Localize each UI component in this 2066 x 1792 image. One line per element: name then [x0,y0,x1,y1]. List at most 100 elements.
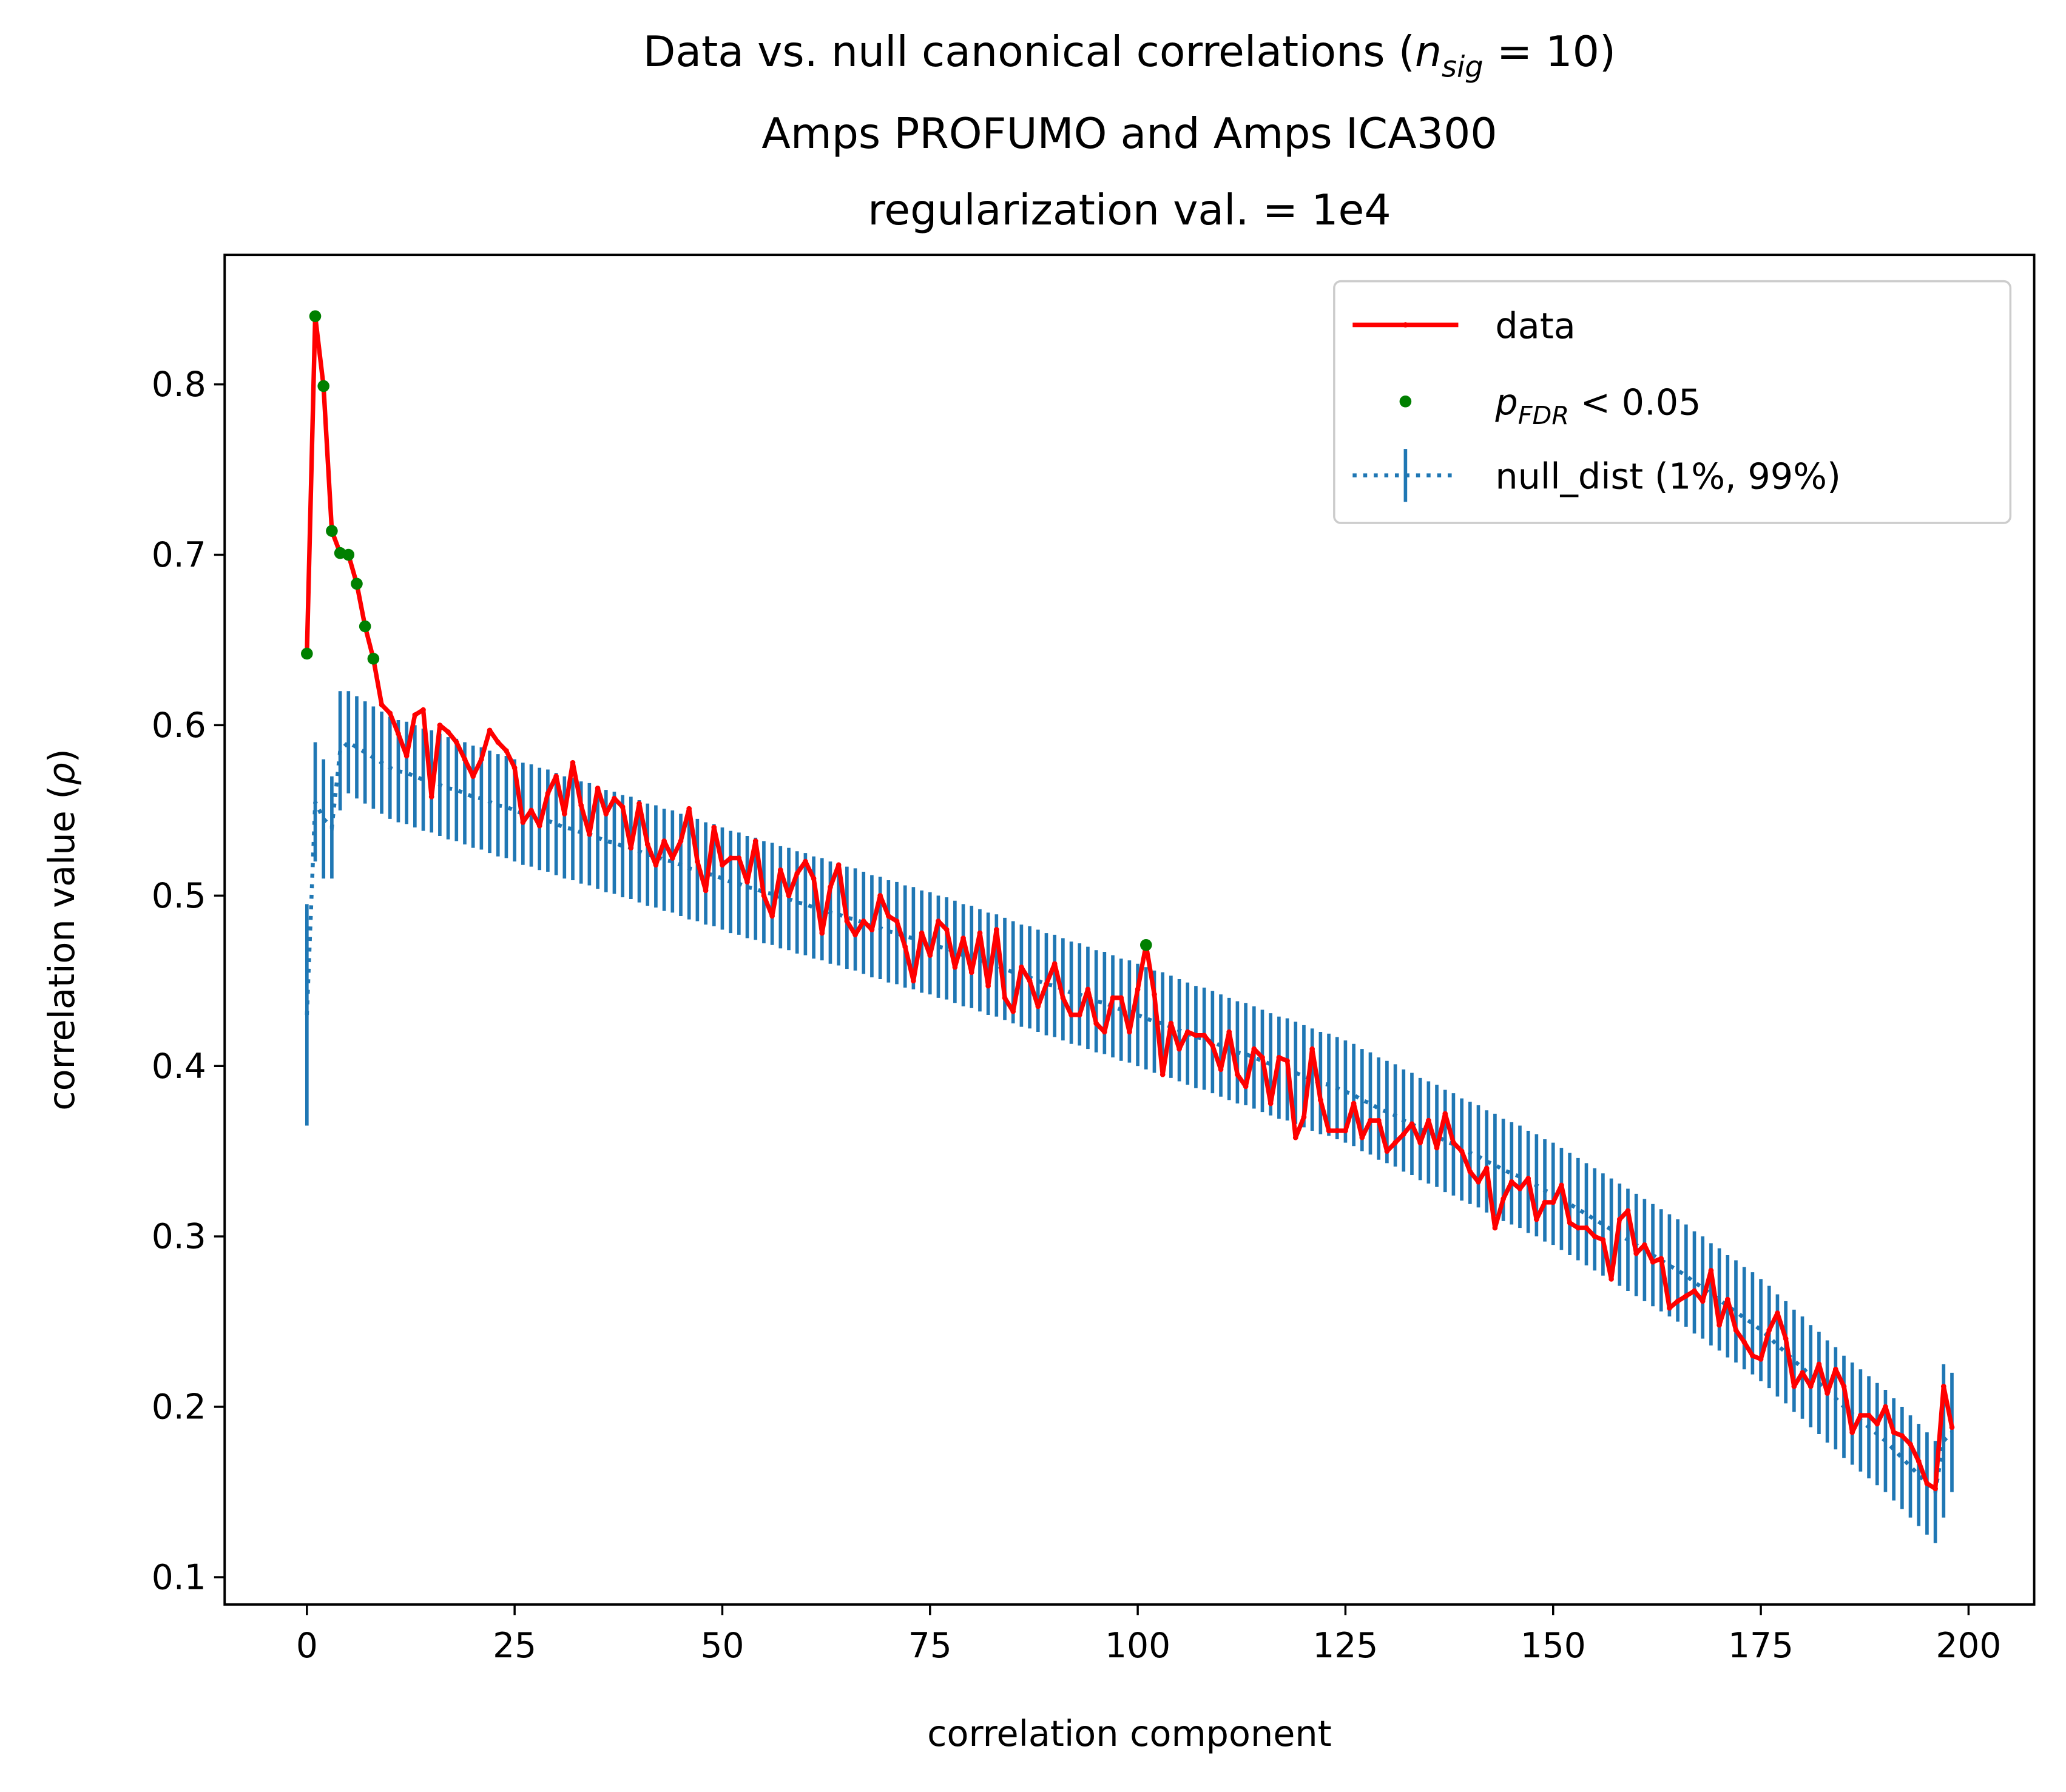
data-point [902,944,908,949]
y-tick-label: 0.6 [152,706,206,746]
data-point [1508,1179,1514,1185]
data-point [1110,995,1116,1001]
data-point [520,820,526,825]
data-point [1949,1424,1955,1430]
legend-text: < 0.05 [1569,382,1701,423]
data-point [553,773,559,780]
data-point [1750,1353,1755,1359]
data-point [1101,1029,1107,1035]
x-tick-label: 200 [1936,1626,2001,1666]
data-point [1874,1421,1880,1427]
y-label-text: correlation value ( [41,786,83,1111]
data-point [1775,1310,1780,1316]
data-point [1866,1412,1872,1418]
data-point [1425,1117,1431,1123]
data-point [1883,1404,1888,1410]
data-point [952,964,958,970]
legend-label: pFDR < 0.05 [1494,382,1701,430]
data-point [412,712,418,718]
data-point [968,969,974,975]
data-point [1783,1336,1789,1342]
data-point [495,739,501,745]
null-line [305,739,1954,1497]
legend-label: data [1495,305,1575,346]
data-point [403,753,410,759]
data-point [1309,1046,1315,1052]
data-point [653,862,659,868]
data-point [936,918,941,924]
significant-point [342,548,355,561]
data-point [536,823,542,829]
legend-sub: FDR [1518,401,1569,430]
data-point [1667,1305,1672,1311]
legend: data pFDR < 0.05 null_dist (1%, 99%) [1333,280,2012,524]
data-point [678,838,684,844]
data-point [1700,1298,1706,1304]
data-point [1633,1250,1639,1256]
data-point [1899,1433,1905,1439]
data-point [1226,1029,1232,1035]
data-point [686,806,692,812]
data-point [1517,1186,1523,1191]
significant-point [351,578,363,590]
data-point [1044,982,1049,987]
significant-point [367,653,380,665]
y-axis-label: correlation value (ρ) [41,749,83,1110]
data-point [387,710,393,716]
data-point [1832,1366,1838,1372]
data-point [960,935,966,941]
data-point [1168,1020,1174,1026]
chart-subtitle: Amps PROFUMO and Amps ICA300 [761,109,1497,158]
data-point [869,927,875,932]
y-label-math: ρ [41,763,83,785]
data-point [1184,1029,1190,1035]
data-point [619,804,626,810]
x-tick-label: 150 [1521,1626,1586,1666]
data-point [1201,1032,1207,1039]
data-point [1010,1008,1016,1014]
legend-key [1403,322,1408,328]
significant-point [326,525,338,537]
data-point [1849,1429,1855,1435]
data-point [462,756,468,762]
data-point [1442,1111,1448,1117]
data-point [1434,1145,1440,1151]
data-point [1650,1259,1656,1265]
data-point [587,831,592,837]
data-point [1368,1117,1373,1123]
data-point [985,983,991,989]
data-point [1933,1486,1938,1492]
data-point [1550,1199,1556,1205]
data-point [1542,1199,1548,1205]
chart-subtitle: regularization val. = 1e4 [868,186,1391,235]
data-point [1284,1058,1290,1064]
data-point [479,756,484,762]
data-point [1658,1256,1664,1262]
data-point [1152,991,1157,997]
data-point [1683,1293,1689,1299]
x-tick-label: 125 [1312,1626,1378,1666]
data-point [1908,1441,1913,1447]
data-point [669,855,675,861]
data-point [1085,986,1091,992]
data-point [885,913,891,919]
data-point [445,729,451,735]
data-point [1376,1117,1382,1123]
data-point [1235,1071,1240,1077]
data-point [1476,1179,1481,1185]
data-point [612,795,617,801]
data-point [720,862,725,868]
data-point [860,918,866,924]
data-point [1002,995,1008,1001]
y-tick-label: 0.5 [152,876,206,916]
data-point [1841,1383,1847,1389]
data-point [828,884,833,890]
data-point [396,731,401,736]
data-point [1642,1242,1647,1248]
x-tick-label: 175 [1728,1626,1794,1666]
data-point [852,932,858,938]
data-point [1276,1054,1282,1060]
data-point [1708,1267,1714,1273]
data-point [1409,1121,1415,1127]
y-tick-label: 0.3 [152,1217,206,1257]
